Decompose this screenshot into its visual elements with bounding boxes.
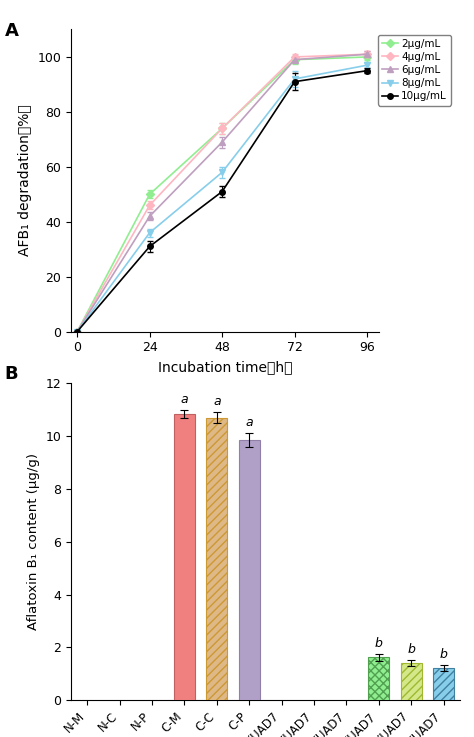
Y-axis label: Aflatoxin B₁ content (μg/g): Aflatoxin B₁ content (μg/g) <box>27 453 40 630</box>
Bar <box>401 663 422 700</box>
Legend: 2μg/mL, 4μg/mL, 6μg/mL, 8μg/mL, 10μg/mL: 2μg/mL, 4μg/mL, 6μg/mL, 8μg/mL, 10μg/mL <box>378 35 451 105</box>
Text: a: a <box>246 416 253 430</box>
Text: a: a <box>213 395 221 408</box>
Text: b: b <box>407 643 415 656</box>
Bar <box>433 668 454 700</box>
Bar <box>368 657 389 700</box>
Text: B: B <box>5 365 18 383</box>
X-axis label: Incubation time（h）: Incubation time（h） <box>158 360 292 374</box>
Y-axis label: AFB₁ degradation（%）: AFB₁ degradation（%） <box>18 105 32 256</box>
Bar <box>174 413 195 700</box>
Bar <box>239 440 260 700</box>
Text: A: A <box>5 22 18 40</box>
Bar <box>206 418 228 700</box>
Text: b: b <box>440 649 447 661</box>
Text: a: a <box>181 393 188 405</box>
Text: b: b <box>375 638 383 650</box>
